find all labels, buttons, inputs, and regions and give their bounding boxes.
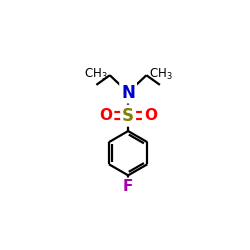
- Text: N: N: [121, 84, 135, 102]
- Text: O: O: [100, 108, 112, 123]
- Text: S: S: [122, 107, 134, 125]
- Text: O: O: [144, 108, 157, 123]
- Text: F: F: [123, 180, 133, 194]
- Text: CH$_3$: CH$_3$: [84, 67, 107, 82]
- Text: CH$_3$: CH$_3$: [149, 67, 173, 82]
